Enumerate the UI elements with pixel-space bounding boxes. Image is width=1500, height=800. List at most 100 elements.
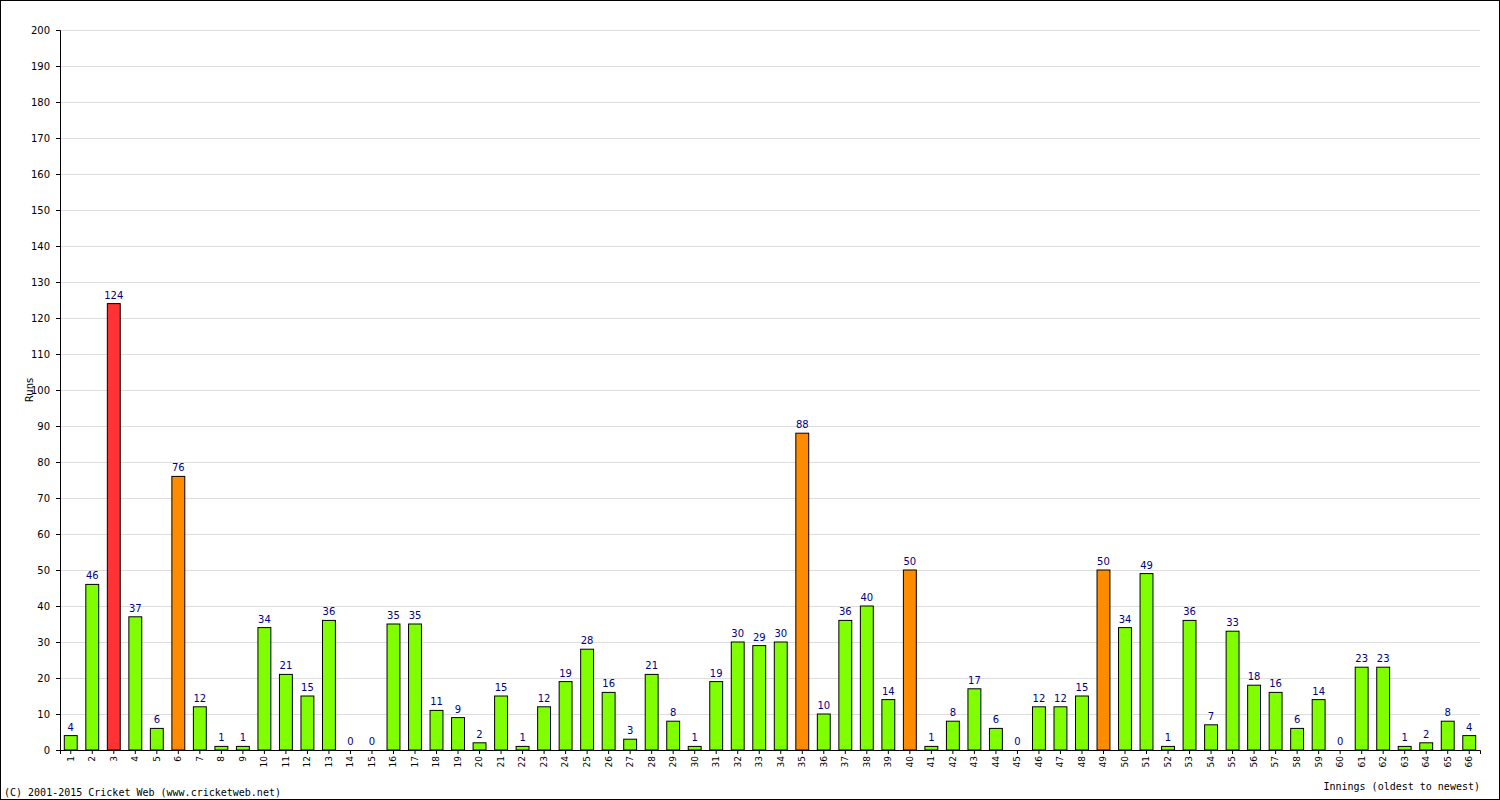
x-tick: 6 xyxy=(173,750,183,762)
x-tick-label: 11 xyxy=(281,756,291,767)
data-label: 7 xyxy=(1208,711,1214,722)
bar xyxy=(452,718,465,750)
x-tick-mark xyxy=(759,750,760,754)
x-tick: 11 xyxy=(281,750,291,767)
data-label: 6 xyxy=(154,714,160,725)
x-tick-label: 39 xyxy=(883,756,893,768)
bar xyxy=(1291,728,1304,750)
y-tick-mark xyxy=(56,66,60,67)
data-label: 1 xyxy=(240,732,246,743)
data-label: 50 xyxy=(903,556,916,567)
x-tick-mark xyxy=(866,750,867,754)
x-tick-mark xyxy=(1211,750,1212,754)
data-label: 36 xyxy=(323,606,336,617)
x-tick: 47 xyxy=(1055,750,1065,767)
x-tick-mark xyxy=(608,750,609,754)
x-tick-mark xyxy=(888,750,889,754)
x-tick-mark xyxy=(1060,750,1061,754)
x-tick-mark xyxy=(802,750,803,754)
x-tick: 10 xyxy=(259,750,269,767)
y-tick-label: 120 xyxy=(31,313,50,324)
x-tick: 43 xyxy=(969,750,979,767)
bar xyxy=(236,746,249,750)
bar xyxy=(64,736,77,750)
y-tick: 100 xyxy=(31,385,60,396)
bar xyxy=(150,728,163,750)
grid-line xyxy=(60,678,1480,679)
grid-line xyxy=(60,282,1480,283)
x-tick-mark xyxy=(1469,750,1470,754)
x-tick-mark xyxy=(1038,750,1039,754)
x-tick-label: 40 xyxy=(905,756,915,768)
bar xyxy=(366,750,379,751)
y-tick-mark xyxy=(56,642,60,643)
x-tick-mark xyxy=(328,750,329,754)
data-label: 21 xyxy=(280,660,293,671)
x-tick: 18 xyxy=(431,750,441,767)
data-label: 14 xyxy=(882,686,895,697)
y-tick: 30 xyxy=(37,637,60,648)
x-tick-label: 62 xyxy=(1378,756,1388,767)
x-tick-label: 2 xyxy=(87,756,97,762)
y-tick: 190 xyxy=(31,61,60,72)
bar xyxy=(860,606,873,750)
x-tick: 4 xyxy=(130,750,140,762)
x-tick-mark xyxy=(716,750,717,754)
grid-line xyxy=(60,210,1480,211)
x-axis-line xyxy=(61,751,1481,755)
x-tick-mark xyxy=(1275,750,1276,754)
x-axis-title: Innings (oldest to newest) xyxy=(1323,781,1480,792)
grid-line xyxy=(60,66,1480,67)
x-tick: 64 xyxy=(1421,750,1431,767)
x-tick-mark xyxy=(178,750,179,754)
y-tick-label: 70 xyxy=(37,493,50,504)
x-tick-mark xyxy=(371,750,372,754)
grid-line xyxy=(60,174,1480,175)
bar xyxy=(710,682,723,750)
y-tick-mark xyxy=(56,678,60,679)
bar xyxy=(1054,707,1067,750)
x-tick-mark xyxy=(1146,750,1147,754)
x-tick-label: 23 xyxy=(539,756,549,767)
data-label: 6 xyxy=(993,714,999,725)
x-tick: 8 xyxy=(216,750,226,762)
x-tick-label: 20 xyxy=(474,756,484,768)
data-label: 0 xyxy=(1337,736,1343,747)
x-tick-label: 33 xyxy=(754,756,764,767)
data-label: 124 xyxy=(104,290,123,301)
x-tick: 7 xyxy=(195,750,205,762)
x-tick-mark xyxy=(113,750,114,754)
y-tick-label: 30 xyxy=(37,637,50,648)
x-tick-mark xyxy=(522,750,523,754)
bar xyxy=(1140,574,1153,750)
y-tick-mark xyxy=(56,606,60,607)
grid-line xyxy=(60,390,1480,391)
x-tick-label: 13 xyxy=(324,756,334,767)
x-tick-label: 5 xyxy=(152,756,162,762)
grid-line xyxy=(60,102,1480,103)
x-tick-label: 17 xyxy=(410,756,420,767)
x-tick-mark xyxy=(1361,750,1362,754)
data-label: 1 xyxy=(1165,732,1171,743)
x-tick-mark xyxy=(70,750,71,754)
bar xyxy=(1312,700,1325,750)
x-tick: 45 xyxy=(1012,750,1022,767)
x-tick-label: 58 xyxy=(1292,756,1302,768)
bar xyxy=(1334,750,1347,751)
data-label: 19 xyxy=(710,668,723,679)
data-label: 35 xyxy=(409,610,422,621)
bar xyxy=(731,642,744,750)
data-label: 1 xyxy=(218,732,224,743)
x-tick-mark xyxy=(909,750,910,754)
x-tick: 27 xyxy=(625,750,635,767)
x-tick: 15 xyxy=(367,750,377,767)
x-tick-label: 41 xyxy=(926,756,936,767)
bar xyxy=(946,721,959,750)
y-tick-label: 150 xyxy=(31,205,50,216)
data-label: 46 xyxy=(86,570,99,581)
y-tick: 50 xyxy=(37,565,60,576)
y-tick-mark xyxy=(56,750,60,751)
y-tick-mark xyxy=(56,246,60,247)
x-tick: 16 xyxy=(388,750,398,767)
x-tick: 25 xyxy=(582,750,592,767)
